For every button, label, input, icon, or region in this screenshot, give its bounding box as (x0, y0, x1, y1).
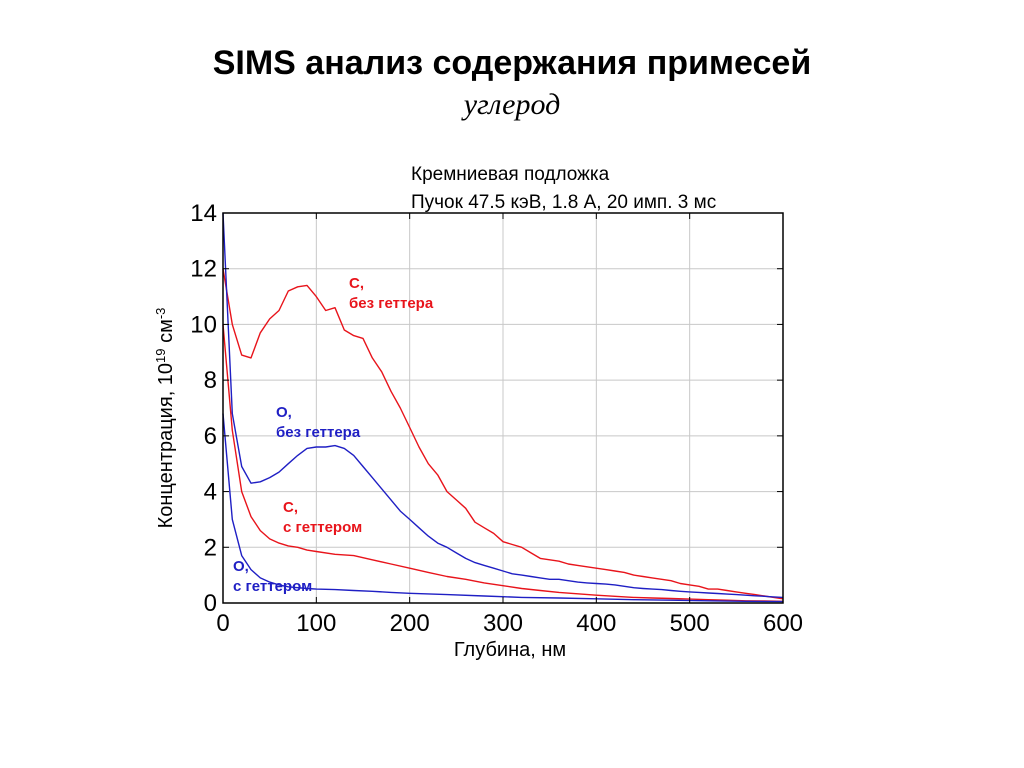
x-tick-label: 400 (576, 610, 616, 637)
y-axis-label-unit-exponent: -3 (153, 308, 168, 320)
slide-title: SIMS анализ содержания примесей (212, 44, 812, 82)
y-tick-label: 8 (204, 367, 217, 394)
chart-note-beam: Пучок 47.5 кэВ, 1.8 А, 20 имп. 3 мс (411, 192, 716, 213)
x-tick-label: 100 (296, 610, 336, 637)
series-lines (222, 212, 784, 603)
x-tick-label: 300 (483, 610, 523, 637)
x-tick-label: 200 (390, 610, 430, 637)
series-label-o-getter: O, с геттером (233, 558, 312, 595)
y-axis-label: Концентрация, 1019 см-3 (153, 308, 178, 529)
series-label-c-no-getter-line2: без геттера (349, 295, 434, 312)
series-label-c-no-getter-line1: C, (349, 275, 364, 292)
y-tick-label: 10 (190, 311, 217, 338)
y-tick-label: 0 (204, 590, 217, 617)
series-line-c-getter (222, 324, 784, 602)
series-label-c-getter-line1: C, (283, 499, 298, 516)
series-line-o-no-getter (222, 212, 784, 599)
series-label-o-no-getter: O, без геттера (276, 404, 361, 441)
series-label-o-getter-line2: с геттером (233, 578, 312, 595)
grid (223, 213, 783, 603)
y-tick-label: 12 (190, 256, 217, 283)
y-axis-label-unit: см (155, 319, 177, 348)
series-label-o-no-getter-line1: O, (276, 404, 292, 421)
x-tick-label: 600 (763, 610, 803, 637)
y-tick-label: 14 (190, 200, 217, 227)
y-axis-label-exponent: 19 (153, 348, 168, 362)
series-label-c-getter: C, с геттером (283, 499, 362, 536)
y-tick-label: 4 (204, 479, 217, 506)
chart-note-substrate: Кремниевая подложка (411, 164, 610, 185)
y-tick-label: 6 (204, 423, 217, 450)
axis-ticks: 0 100 200 300 400 500 600 0 2 4 6 8 10 12 14 (190, 200, 803, 637)
series-line-c-no-getter (222, 268, 784, 600)
series-label-c-no-getter: C, без геттера (349, 275, 434, 312)
series-label-o-getter-line1: O, (233, 558, 249, 575)
series-label-c-getter-line2: с геттером (283, 519, 362, 536)
x-tick-label: 500 (670, 610, 710, 637)
series-line-o-getter (222, 413, 784, 603)
y-tick-label: 2 (204, 534, 217, 561)
series-label-o-no-getter-line2: без геттера (276, 424, 361, 441)
x-tick-label: 0 (216, 610, 229, 637)
x-axis-label: Глубина, нм (454, 639, 566, 661)
y-axis-label-text: Концентрация, 10 (155, 363, 177, 528)
slide-subtitle: углерод (463, 88, 561, 121)
